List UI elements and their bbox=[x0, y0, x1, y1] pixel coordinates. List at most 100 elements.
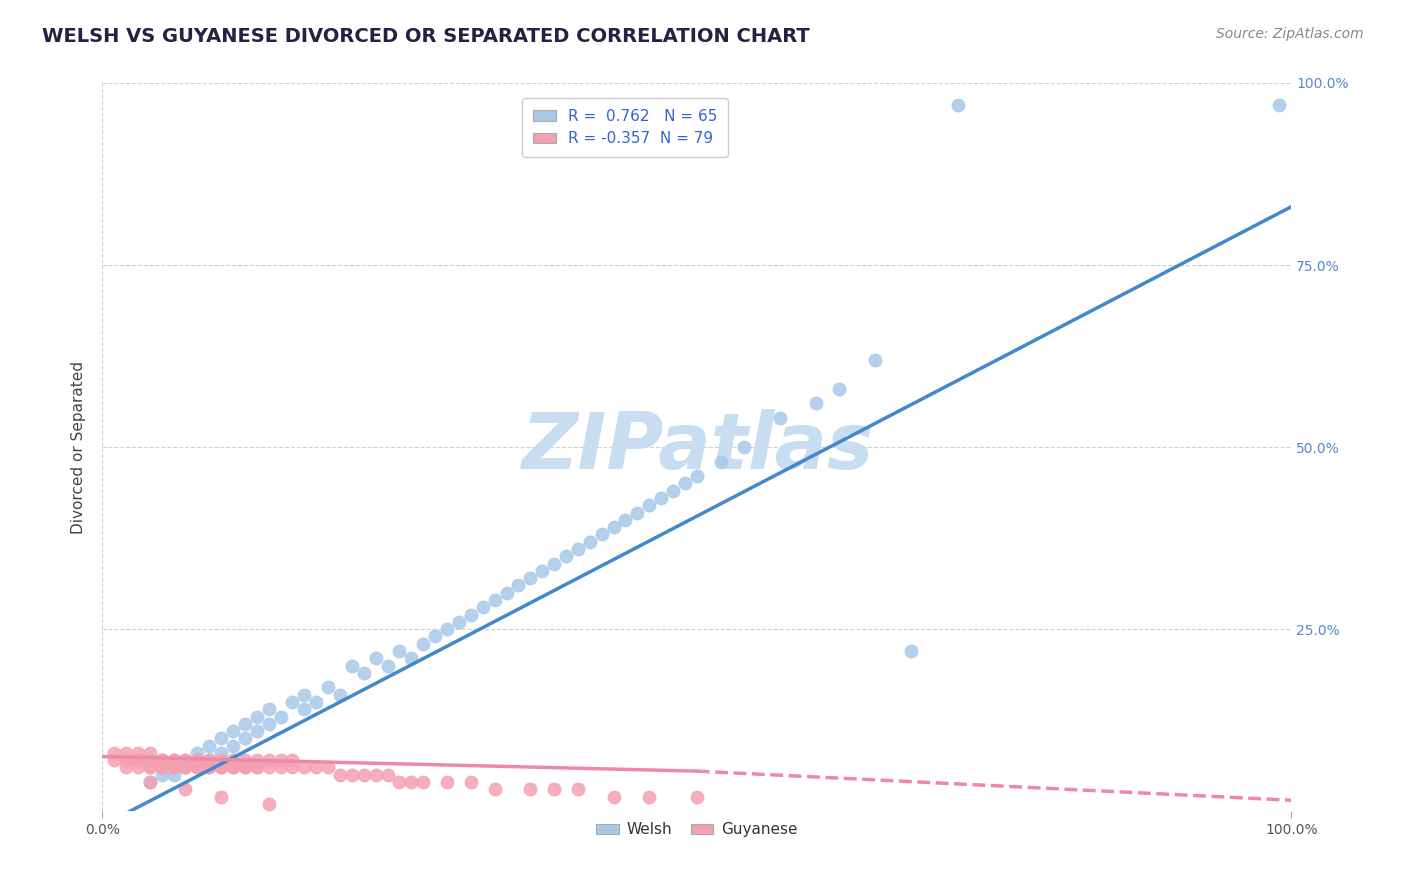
Point bbox=[209, 731, 232, 746]
Point bbox=[233, 753, 256, 767]
Point bbox=[246, 724, 269, 739]
Point bbox=[257, 797, 280, 811]
Point bbox=[292, 702, 315, 716]
Point bbox=[948, 97, 970, 112]
Point bbox=[103, 753, 125, 767]
Point bbox=[602, 520, 624, 534]
Point bbox=[555, 549, 578, 564]
Point bbox=[1268, 97, 1291, 112]
Point bbox=[257, 760, 280, 774]
Point bbox=[257, 702, 280, 716]
Text: Source: ZipAtlas.com: Source: ZipAtlas.com bbox=[1216, 27, 1364, 41]
Point bbox=[769, 411, 792, 425]
Point bbox=[139, 760, 162, 774]
Point bbox=[222, 739, 245, 753]
Point bbox=[353, 768, 375, 782]
Point bbox=[401, 651, 423, 665]
Point bbox=[662, 483, 685, 498]
Point bbox=[150, 753, 173, 767]
Point bbox=[127, 760, 149, 774]
Point bbox=[340, 768, 363, 782]
Point bbox=[709, 455, 731, 469]
Point bbox=[447, 615, 470, 629]
Point bbox=[186, 760, 208, 774]
Point bbox=[222, 753, 245, 767]
Point bbox=[246, 753, 269, 767]
Point bbox=[804, 396, 827, 410]
Point bbox=[460, 607, 482, 622]
Point bbox=[495, 585, 517, 599]
Point bbox=[127, 753, 149, 767]
Point bbox=[329, 688, 352, 702]
Point bbox=[436, 622, 458, 636]
Point bbox=[270, 760, 292, 774]
Point bbox=[353, 665, 375, 680]
Point bbox=[519, 571, 541, 585]
Point bbox=[174, 753, 197, 767]
Point bbox=[340, 658, 363, 673]
Point bbox=[186, 746, 208, 760]
Point bbox=[174, 782, 197, 797]
Point bbox=[614, 513, 637, 527]
Point bbox=[174, 760, 197, 774]
Point bbox=[246, 709, 269, 723]
Point bbox=[115, 753, 138, 767]
Point bbox=[281, 695, 304, 709]
Point bbox=[257, 716, 280, 731]
Point bbox=[209, 789, 232, 804]
Point bbox=[364, 651, 387, 665]
Point bbox=[139, 753, 162, 767]
Point bbox=[150, 753, 173, 767]
Point bbox=[162, 760, 184, 774]
Point bbox=[686, 469, 709, 483]
Y-axis label: Divorced or Separated: Divorced or Separated bbox=[72, 360, 86, 533]
Point bbox=[209, 760, 232, 774]
Point bbox=[292, 688, 315, 702]
Point bbox=[270, 709, 292, 723]
Point bbox=[460, 775, 482, 789]
Point bbox=[471, 600, 494, 615]
Point bbox=[543, 782, 565, 797]
Point bbox=[198, 760, 221, 774]
Point bbox=[127, 746, 149, 760]
Point bbox=[543, 557, 565, 571]
Point bbox=[233, 760, 256, 774]
Point bbox=[139, 753, 162, 767]
Point bbox=[638, 789, 661, 804]
Point bbox=[863, 352, 886, 367]
Point bbox=[364, 768, 387, 782]
Point bbox=[162, 753, 184, 767]
Point bbox=[531, 564, 554, 578]
Point bbox=[186, 760, 208, 774]
Point bbox=[150, 760, 173, 774]
Point bbox=[186, 753, 208, 767]
Point bbox=[638, 499, 661, 513]
Point bbox=[900, 644, 922, 658]
Point bbox=[139, 760, 162, 774]
Text: ZIPatlas: ZIPatlas bbox=[520, 409, 873, 485]
Point bbox=[115, 760, 138, 774]
Point bbox=[162, 760, 184, 774]
Point bbox=[602, 789, 624, 804]
Point bbox=[305, 760, 328, 774]
Point bbox=[139, 746, 162, 760]
Point bbox=[198, 739, 221, 753]
Point bbox=[270, 753, 292, 767]
Point bbox=[484, 782, 506, 797]
Point bbox=[567, 541, 589, 556]
Point bbox=[388, 775, 411, 789]
Point bbox=[150, 753, 173, 767]
Point bbox=[162, 760, 184, 774]
Point bbox=[305, 695, 328, 709]
Text: WELSH VS GUYANESE DIVORCED OR SEPARATED CORRELATION CHART: WELSH VS GUYANESE DIVORCED OR SEPARATED … bbox=[42, 27, 810, 45]
Point bbox=[222, 760, 245, 774]
Point bbox=[162, 760, 184, 774]
Point bbox=[186, 753, 208, 767]
Point bbox=[401, 775, 423, 789]
Point bbox=[733, 440, 755, 454]
Point bbox=[257, 753, 280, 767]
Point bbox=[150, 760, 173, 774]
Point bbox=[686, 789, 709, 804]
Point bbox=[162, 753, 184, 767]
Point bbox=[115, 746, 138, 760]
